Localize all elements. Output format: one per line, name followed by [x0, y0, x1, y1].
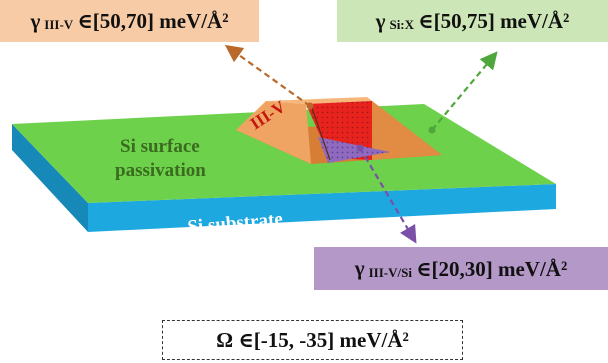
- gamma-iiiv-subscript: III-V: [44, 17, 74, 32]
- gamma-iiivsi-range: ∈[20,30] meV/Å²: [415, 256, 568, 281]
- omega-text: Ω ∈[-15, -35] meV/Å²: [216, 328, 409, 352]
- gamma-iiiv-box: γ III-V ∈[50,70] meV/Å²: [0, 0, 259, 42]
- substrate-left-face: [12, 124, 88, 232]
- island-left-slope: [236, 101, 311, 164]
- island-right-slope: [367, 97, 442, 160]
- surface-label-line1: Si surface: [120, 136, 200, 157]
- arrow-iiivsi: [359, 147, 417, 244]
- gamma-iiiv-range: ∈[50,70] meV/Å²: [77, 9, 229, 33]
- gamma-iiivsi-symbol: γ: [354, 256, 365, 280]
- arrow-iiiv-origin: [306, 102, 314, 110]
- substrate-front-face: [88, 184, 556, 232]
- arrow-six-origin: [428, 126, 436, 134]
- arrow-iiivsi-origin: [356, 144, 364, 152]
- interface-edge: [311, 107, 331, 161]
- gamma-six-subscript: Si:X: [389, 17, 415, 32]
- interface-purple-dots: [318, 137, 390, 163]
- si-surface-top: [12, 104, 556, 203]
- gamma-six-box: γ Si:X ∈[50,75] meV/Å²: [337, 0, 608, 42]
- omega-box: Ω ∈[-15, -35] meV/Å²: [162, 320, 463, 360]
- gamma-six-symbol: γ: [375, 8, 386, 33]
- arrow-iiiv: [224, 44, 311, 107]
- gamma-six-range: ∈[50,75] meV/Å²: [418, 9, 570, 33]
- gamma-iiivsi-box: γ III-V/Si ∈[20,30] meV/Å²: [314, 247, 608, 290]
- surface-label-line2: passivation: [115, 160, 206, 181]
- gamma-iiiv-symbol: γ: [30, 8, 41, 33]
- island-top: [266, 97, 372, 104]
- gamma-iiivsi-subscript: III-V/Si: [368, 264, 412, 280]
- arrow-six: [431, 51, 498, 131]
